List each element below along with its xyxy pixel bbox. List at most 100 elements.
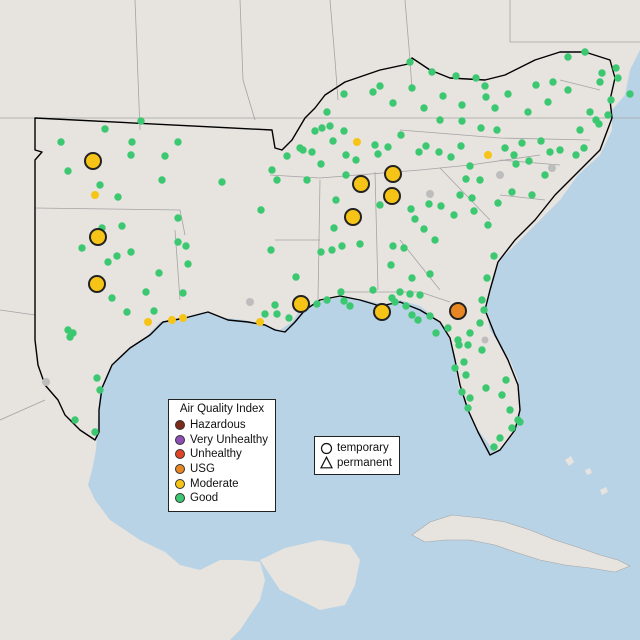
monitor-good[interactable] bbox=[525, 157, 533, 165]
monitor-good[interactable] bbox=[96, 386, 104, 394]
monitor-good[interactable] bbox=[460, 358, 468, 366]
monitor-good[interactable] bbox=[283, 152, 291, 160]
monitor-good[interactable] bbox=[425, 200, 433, 208]
monitor-good[interactable] bbox=[104, 258, 112, 266]
monitor-good[interactable] bbox=[478, 296, 486, 304]
monitor-good[interactable] bbox=[340, 297, 348, 305]
monitor-good[interactable] bbox=[422, 142, 430, 150]
monitor-good[interactable] bbox=[342, 151, 350, 159]
monitor-good[interactable] bbox=[458, 101, 466, 109]
monitor-good[interactable] bbox=[532, 81, 540, 89]
monitor-good[interactable] bbox=[607, 96, 615, 104]
monitor-good[interactable] bbox=[374, 150, 382, 158]
monitor-good[interactable] bbox=[510, 151, 518, 159]
monitor-good[interactable] bbox=[57, 138, 65, 146]
monitor-good[interactable] bbox=[470, 207, 478, 215]
monitor-good[interactable] bbox=[420, 225, 428, 233]
monitor-good[interactable] bbox=[472, 74, 480, 82]
monitor-good[interactable] bbox=[402, 302, 410, 310]
monitor-good[interactable] bbox=[318, 124, 326, 132]
monitor-good[interactable] bbox=[271, 301, 279, 309]
monitor-good[interactable] bbox=[308, 148, 316, 156]
monitor-good[interactable] bbox=[118, 222, 126, 230]
monitor-good[interactable] bbox=[268, 166, 276, 174]
monitor-good[interactable] bbox=[426, 270, 434, 278]
monitor-good[interactable] bbox=[369, 286, 377, 294]
monitor-good[interactable] bbox=[303, 176, 311, 184]
monitor-good[interactable] bbox=[580, 144, 588, 152]
monitor-moderate-large[interactable] bbox=[292, 295, 310, 313]
monitor-good[interactable] bbox=[332, 196, 340, 204]
monitor-good[interactable] bbox=[311, 127, 319, 135]
monitor-good[interactable] bbox=[376, 201, 384, 209]
monitor-good[interactable] bbox=[71, 416, 79, 424]
monitor-good[interactable] bbox=[64, 167, 72, 175]
monitor-good[interactable] bbox=[496, 434, 504, 442]
monitor-good[interactable] bbox=[299, 146, 307, 154]
monitor-good[interactable] bbox=[406, 290, 414, 298]
monitor-moderate-large[interactable] bbox=[84, 152, 102, 170]
monitor-moderate-large[interactable] bbox=[384, 165, 402, 183]
monitor-good[interactable] bbox=[612, 64, 620, 72]
monitor-good[interactable] bbox=[466, 329, 474, 337]
monitor-usg-large[interactable] bbox=[449, 302, 467, 320]
monitor-good[interactable] bbox=[137, 117, 145, 125]
monitor-good[interactable] bbox=[285, 314, 293, 322]
monitor-good[interactable] bbox=[326, 122, 334, 130]
monitor-good[interactable] bbox=[371, 141, 379, 149]
monitor-good[interactable] bbox=[426, 312, 434, 320]
monitor-good[interactable] bbox=[174, 238, 182, 246]
monitor-good[interactable] bbox=[261, 310, 269, 318]
monitor-good[interactable] bbox=[490, 443, 498, 451]
monitor-good[interactable] bbox=[504, 90, 512, 98]
monitor-good[interactable] bbox=[340, 127, 348, 135]
monitor-moderate-large[interactable] bbox=[373, 303, 391, 321]
monitor-good[interactable] bbox=[400, 244, 408, 252]
monitor-good[interactable] bbox=[494, 199, 502, 207]
monitor-good[interactable] bbox=[396, 288, 404, 296]
monitor-good[interactable] bbox=[273, 176, 281, 184]
monitor-good[interactable] bbox=[546, 148, 554, 156]
monitor-good[interactable] bbox=[328, 246, 336, 254]
monitor-good[interactable] bbox=[313, 300, 321, 308]
monitor-good[interactable] bbox=[458, 117, 466, 125]
monitor-good[interactable] bbox=[407, 205, 415, 213]
monitor-good[interactable] bbox=[484, 221, 492, 229]
monitor-moderate-large[interactable] bbox=[344, 208, 362, 226]
monitor-good[interactable] bbox=[595, 120, 603, 128]
monitor-good[interactable] bbox=[572, 151, 580, 159]
monitor-good[interactable] bbox=[114, 193, 122, 201]
monitor-good[interactable] bbox=[482, 384, 490, 392]
monitor-good[interactable] bbox=[437, 202, 445, 210]
monitor-good[interactable] bbox=[420, 104, 428, 112]
monitor-good[interactable] bbox=[323, 296, 331, 304]
monitor-good[interactable] bbox=[481, 82, 489, 90]
monitor-good[interactable] bbox=[387, 261, 395, 269]
monitor-good[interactable] bbox=[444, 324, 452, 332]
monitor-good[interactable] bbox=[466, 162, 474, 170]
monitor-good[interactable] bbox=[411, 215, 419, 223]
monitor-good[interactable] bbox=[323, 108, 331, 116]
monitor-good[interactable] bbox=[174, 138, 182, 146]
monitor-good[interactable] bbox=[490, 252, 498, 260]
monitor-good[interactable] bbox=[369, 88, 377, 96]
monitor-good[interactable] bbox=[491, 104, 499, 112]
monitor-good[interactable] bbox=[408, 274, 416, 282]
monitor-good[interactable] bbox=[101, 125, 109, 133]
monitor-good[interactable] bbox=[108, 294, 116, 302]
monitor-good[interactable] bbox=[113, 252, 121, 260]
monitor-good[interactable] bbox=[174, 214, 182, 222]
monitor-good[interactable] bbox=[158, 176, 166, 184]
monitor-good[interactable] bbox=[480, 306, 488, 314]
monitor-good[interactable] bbox=[564, 86, 572, 94]
monitor-good[interactable] bbox=[493, 126, 501, 134]
monitor-good[interactable] bbox=[93, 374, 101, 382]
monitor-good[interactable] bbox=[586, 108, 594, 116]
monitor-good[interactable] bbox=[457, 142, 465, 150]
monitor-moderate-large[interactable] bbox=[383, 187, 401, 205]
monitor-good[interactable] bbox=[455, 341, 463, 349]
monitor-good[interactable] bbox=[435, 148, 443, 156]
monitor-good[interactable] bbox=[556, 146, 564, 154]
monitor-good[interactable] bbox=[267, 246, 275, 254]
monitor-good[interactable] bbox=[406, 58, 414, 66]
